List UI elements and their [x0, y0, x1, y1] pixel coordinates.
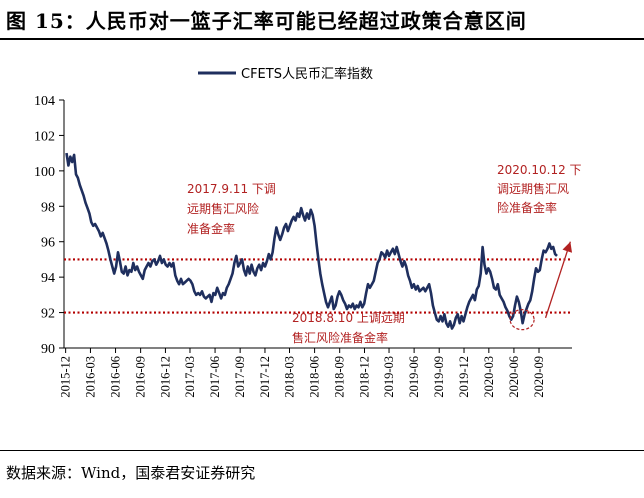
x-tick-label: 2018-09 [333, 356, 347, 398]
highlight-circle [509, 309, 535, 331]
x-tick-label: 2020-06 [507, 356, 521, 398]
x-tick-label: 2019-09 [432, 356, 446, 398]
x-tick-label: 2017-12 [258, 356, 272, 398]
x-tick-label: 2018-06 [308, 356, 322, 398]
annotation-text: 售汇风险准备金率 [292, 330, 388, 345]
legend-label: CFETS人民币汇率指数 [241, 66, 373, 82]
source-note: 数据来源：Wind，国泰君安证券研究 [6, 464, 256, 482]
x-tick-label: 2019-03 [382, 356, 396, 398]
x-tick-label: 2017-03 [183, 356, 197, 398]
x-tick-label: 2020-03 [482, 356, 496, 398]
x-tick-label: 2017-06 [208, 356, 222, 398]
y-tick-label: 100 [34, 165, 55, 180]
y-tick-label: 90 [41, 342, 55, 357]
annotation-text: 调远期售汇风 [497, 181, 569, 196]
x-tick-label: 2016-03 [83, 356, 97, 398]
title-rule [0, 38, 644, 40]
chart: 90 92 94 96 98 100 102 104 2015-12 2016-03 2016-06… [34, 66, 582, 398]
x-tick-label: 2015-12 [59, 356, 73, 398]
source-rule [0, 450, 644, 451]
annotation-text: 2017.9.11 下调 [187, 182, 276, 196]
x-tick-label: 2019-12 [457, 356, 471, 398]
x-tick-label: 2017-09 [233, 356, 247, 398]
annotation-text: 远期售汇风险 [187, 201, 259, 216]
x-tick-label: 2019-06 [407, 356, 421, 398]
x-tick-label: 2018-03 [283, 356, 297, 398]
trend-arrow-head [562, 241, 573, 253]
y-tick-label: 104 [34, 94, 55, 109]
y-tick-label: 94 [41, 271, 55, 286]
y-tick-label: 98 [41, 200, 55, 215]
x-tick-label: 2020-09 [532, 356, 546, 398]
page-title: 图 15：人民币对一篮子汇率可能已经超过政策合意区间 [6, 9, 527, 33]
x-tick-label: 2016-06 [109, 356, 123, 398]
x-tick-label: 2016-09 [134, 356, 148, 398]
trend-arrow-line [544, 241, 571, 319]
annotation-text: 准备金率 [187, 221, 235, 236]
y-tick-label: 96 [41, 236, 55, 251]
x-tick-label: 2018-12 [357, 356, 371, 398]
y-tick-label: 102 [34, 129, 55, 144]
annotation-text: 险准备金率 [497, 200, 557, 215]
series-line [65, 152, 558, 330]
y-tick-label: 92 [41, 307, 55, 322]
annotation-text: 2020.10.12 下 [497, 163, 582, 177]
x-tick-label: 2016-12 [158, 356, 172, 398]
annotation-text: 2018.8.10 上调远期 [292, 311, 405, 325]
